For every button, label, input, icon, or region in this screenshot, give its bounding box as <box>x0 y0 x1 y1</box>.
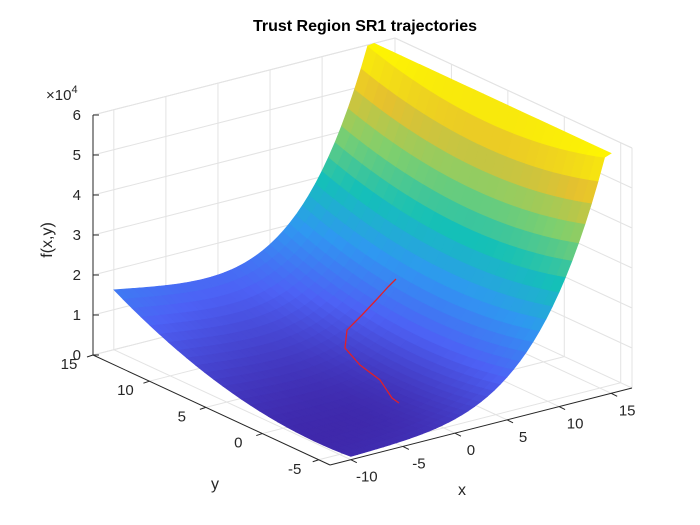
y-tick-label: 15 <box>61 356 78 373</box>
y-tick-mark <box>199 406 207 410</box>
labels: Trust Region SR1 trajectories x y f(x,y)… <box>39 18 477 499</box>
x-tick-label: 10 <box>567 416 584 433</box>
x-tick-mark <box>402 445 410 450</box>
x-tick-mark <box>454 432 462 437</box>
z-multiplier: ×104 <box>46 84 78 104</box>
z-tick-label: 4 <box>73 187 81 204</box>
y-tick-mark <box>256 433 263 437</box>
x-tick-mark <box>610 392 618 397</box>
y-tick-label: 5 <box>178 408 186 425</box>
z-tick-label: 1 <box>73 307 81 324</box>
chart-title: Trust Region SR1 trajectories <box>253 18 477 35</box>
x-tick-label: 15 <box>619 402 636 419</box>
y-tick-label: -5 <box>288 461 301 478</box>
z-tick-label: 3 <box>73 227 81 244</box>
z-tick-label: 2 <box>73 267 81 284</box>
y-tick-mark <box>86 354 94 358</box>
y-axis-line <box>92 354 331 466</box>
trajectory-layer <box>344 278 400 404</box>
x-axis-label: x <box>458 482 466 499</box>
x-tick-mark <box>506 419 514 424</box>
x-tick-mark <box>350 459 358 464</box>
z-tick-label: 0 <box>73 347 81 364</box>
x-tick-label: 0 <box>467 442 475 459</box>
y-tick-label: 0 <box>234 435 242 452</box>
surface-patch <box>594 148 612 158</box>
x-axis-line <box>329 387 633 466</box>
y-tick-mark <box>312 459 319 463</box>
surface <box>113 42 612 457</box>
x-tick-label: -5 <box>412 455 425 472</box>
z-tick-label: 6 <box>73 107 81 124</box>
z-tick-label: 5 <box>73 147 81 164</box>
x-tick-mark <box>558 406 566 411</box>
y-axis-label: y <box>211 476 219 493</box>
box-edge <box>394 37 633 149</box>
x-tick-label: 5 <box>519 429 527 446</box>
trajectory-line <box>344 278 400 404</box>
box-edge <box>92 37 396 116</box>
x-tick-label: -10 <box>356 469 378 486</box>
z-axis-label: f(x,y) <box>39 222 56 258</box>
y-tick-label: 10 <box>117 382 134 399</box>
y-tick-mark <box>143 380 150 384</box>
